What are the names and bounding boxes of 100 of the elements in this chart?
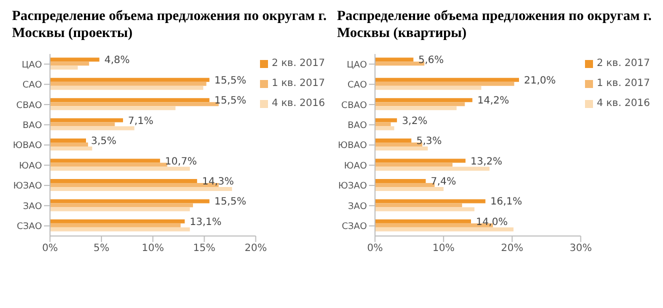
- bar: [375, 98, 472, 102]
- bar: [50, 223, 181, 228]
- data-label: 15,5%: [214, 75, 246, 86]
- bar: [375, 166, 490, 171]
- data-label: 4,8%: [104, 55, 130, 66]
- bar: [50, 98, 210, 102]
- bar: [50, 66, 78, 70]
- x-tick-label: 20%: [501, 243, 524, 254]
- data-label: 14,2%: [477, 96, 510, 107]
- data-label: 13,2%: [470, 156, 502, 168]
- y-tick-label: ЗАО: [348, 202, 367, 212]
- bar: [50, 78, 210, 82]
- bar: [50, 162, 168, 167]
- bar: [375, 219, 471, 224]
- bar: [375, 78, 520, 82]
- data-label: 13,1%: [190, 216, 222, 228]
- x-tick-label: 10%: [432, 243, 455, 254]
- bar: [375, 58, 414, 62]
- bar: [50, 207, 190, 212]
- legend-label: 4 кв. 2016: [596, 97, 650, 111]
- bar: [375, 82, 514, 86]
- bar: [375, 158, 466, 163]
- bar: [50, 118, 124, 122]
- data-label: 15,5%: [214, 96, 246, 107]
- x-tick-label: 0%: [367, 243, 383, 254]
- bar: [50, 166, 190, 171]
- y-tick-label: ЮАО: [344, 161, 367, 172]
- bar: [375, 122, 391, 126]
- y-tick-label: ЦАО: [346, 60, 367, 70]
- legend-label: 1 кв. 2017: [272, 77, 325, 91]
- bar: [50, 142, 88, 147]
- y-tick-label: СВАО: [341, 100, 367, 111]
- x-tick-label: 10%: [142, 243, 164, 254]
- bar: [50, 219, 185, 224]
- bar: [50, 227, 190, 232]
- data-label: 7,1%: [128, 116, 154, 127]
- legend-label: 2 кв. 2017: [272, 57, 325, 71]
- y-tick-label: ЮЗАО: [338, 182, 367, 192]
- data-label: 5,3%: [416, 136, 442, 148]
- bar: [50, 62, 90, 66]
- bar: [375, 178, 426, 183]
- legend-label: 4 кв. 2016: [272, 97, 325, 111]
- y-tick-label: ЮАО: [19, 161, 42, 172]
- bar: [50, 186, 232, 191]
- bar: [375, 106, 457, 110]
- chart-title: Распределение объема предложения по округам г. Москвы (проекты): [11, 8, 328, 43]
- bar: [50, 158, 160, 163]
- y-tick-label: ВАО: [348, 120, 367, 131]
- data-label: 16,1%: [490, 196, 522, 208]
- x-tick-label: 5%: [93, 243, 110, 254]
- bar: [50, 138, 86, 143]
- bar: [375, 186, 444, 191]
- chart-title: Распределение объема предложения по округам г. Москвы (квартиры): [336, 8, 653, 43]
- bar: [50, 106, 176, 110]
- y-tick-label: СЗАО: [16, 222, 42, 232]
- bar: [375, 199, 486, 204]
- data-label: 10,7%: [165, 156, 197, 168]
- y-tick-label: ЮВАО: [12, 141, 42, 152]
- y-tick-label: САО: [22, 80, 42, 91]
- y-tick-label: ЮЗАО: [13, 182, 42, 192]
- bar: [375, 227, 514, 232]
- bar: [375, 102, 465, 106]
- bar: [375, 203, 462, 208]
- data-label: 14,3%: [202, 176, 234, 188]
- bar: [50, 86, 204, 90]
- data-label: 15,5%: [214, 196, 246, 208]
- x-tick-label: 20%: [244, 243, 267, 254]
- y-tick-label: САО: [347, 80, 367, 91]
- y-tick-label: ЗАО: [22, 202, 42, 212]
- bar: [50, 146, 92, 151]
- bar: [375, 126, 394, 130]
- data-label: 5,6%: [418, 55, 444, 66]
- bar: [375, 146, 428, 151]
- bar: [50, 199, 210, 204]
- bar: [375, 86, 482, 90]
- bar: [50, 82, 206, 86]
- bar: [50, 203, 193, 208]
- y-tick-label: СВАО: [16, 100, 42, 111]
- x-tick-label: 15%: [193, 243, 216, 254]
- data-label: 7,4%: [430, 176, 456, 188]
- data-label: 14,0%: [476, 216, 508, 228]
- bar: [50, 58, 100, 62]
- bar: [375, 118, 397, 122]
- x-tick-label: 0%: [42, 243, 58, 254]
- bar: [375, 162, 452, 167]
- y-tick-label: ЮВАО: [338, 141, 367, 152]
- legend-label: 1 кв. 2017: [596, 77, 650, 91]
- data-label: 3,5%: [91, 136, 116, 148]
- y-tick-label: ЦАО: [22, 60, 42, 70]
- bar: [50, 178, 198, 183]
- bar: [375, 138, 412, 143]
- bar: [375, 207, 474, 212]
- y-tick-label: СЗАО: [342, 222, 367, 232]
- legend-label: 2 кв. 2017: [596, 57, 650, 71]
- data-label: 21,0%: [524, 75, 556, 86]
- bar: [50, 122, 115, 126]
- data-label: 3,2%: [402, 116, 428, 127]
- bar: [50, 126, 134, 130]
- x-tick-label: 30%: [570, 243, 592, 254]
- y-tick-label: ВАО: [22, 120, 42, 131]
